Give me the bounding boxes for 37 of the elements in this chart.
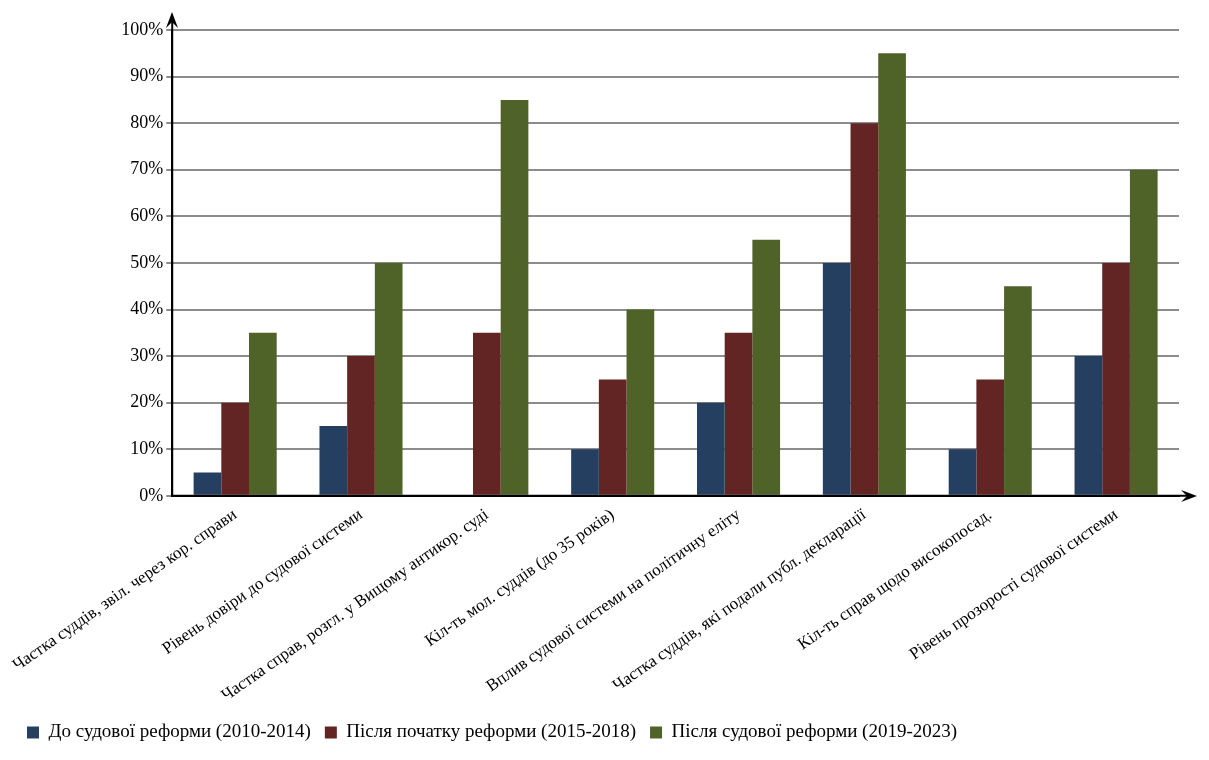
- bar: [1004, 286, 1032, 495]
- y-tick-label: 30%: [130, 344, 164, 365]
- bar: [374, 262, 403, 495]
- bar: [473, 332, 501, 495]
- bar: [850, 123, 879, 495]
- y-tick-label: 0%: [139, 484, 164, 505]
- bar: [878, 53, 906, 495]
- bar: [221, 402, 249, 495]
- bar: [571, 449, 599, 495]
- bar: [752, 239, 781, 495]
- y-tick-label: 80%: [130, 111, 164, 132]
- y-tick-label: 90%: [130, 65, 164, 86]
- bar: [976, 379, 1005, 495]
- bar: [1129, 169, 1158, 495]
- legend-label: Після судової реформи (2019-2023): [671, 720, 958, 743]
- y-tick-label: 50%: [130, 251, 164, 272]
- bar: [724, 332, 753, 495]
- bar: [598, 379, 627, 495]
- bar: [500, 99, 529, 495]
- bar: [193, 472, 222, 495]
- y-tick-label: 60%: [130, 205, 164, 226]
- bar: [697, 402, 725, 495]
- bar: [1074, 356, 1103, 495]
- bar: [319, 425, 348, 495]
- y-tick-label: 100%: [121, 18, 164, 39]
- y-tick-label: 40%: [130, 298, 164, 319]
- legend-label: Після початку реформи (2015-2018): [346, 720, 637, 743]
- bar: [626, 309, 655, 495]
- y-tick-label: 70%: [130, 158, 164, 179]
- y-tick-label: 10%: [130, 438, 164, 459]
- bar: [248, 332, 277, 495]
- legend-label: До судової реформи (2010-2014): [48, 720, 311, 743]
- bar: [948, 449, 977, 495]
- bar: [1102, 262, 1130, 495]
- bar: [347, 356, 375, 495]
- bar: [822, 262, 851, 495]
- y-tick-label: 20%: [130, 391, 164, 412]
